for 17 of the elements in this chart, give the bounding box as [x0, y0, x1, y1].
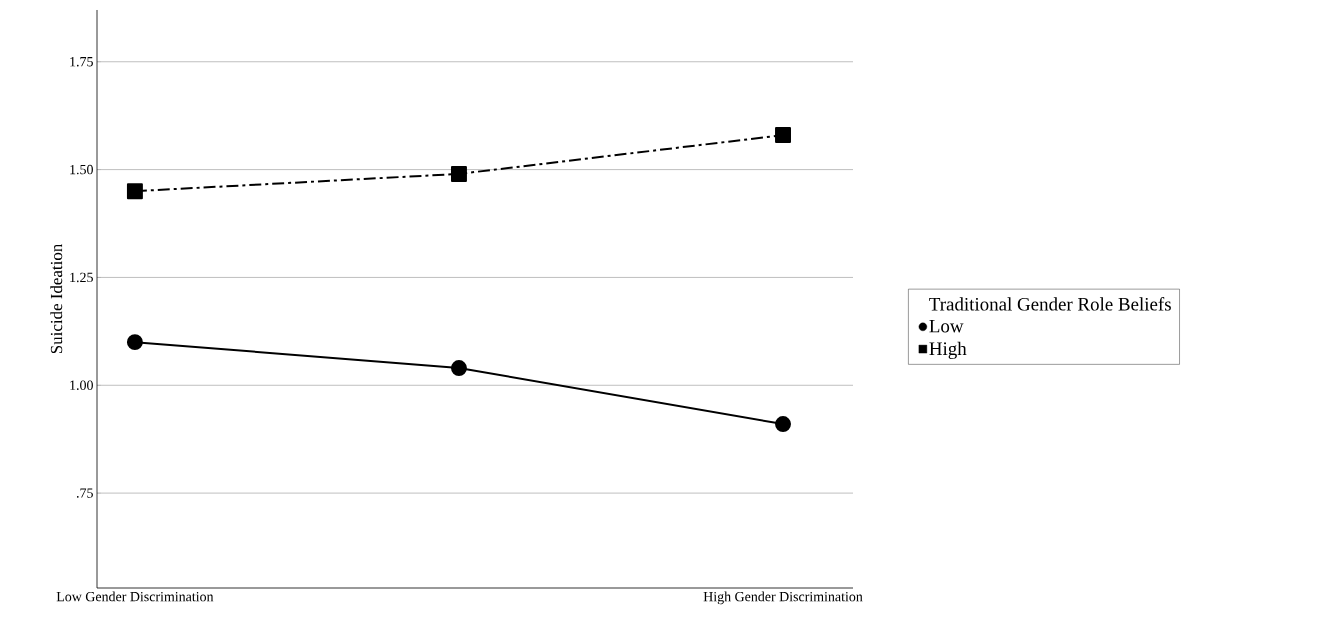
y-tick-label: 1.75 — [70, 57, 93, 67]
x-tick-label: Low Gender Discrimination — [56, 591, 214, 602]
x-tick-label: High Gender Discrimination — [703, 591, 863, 605]
y-tick-label: 1.00 — [70, 380, 93, 391]
legend-label: Low — [929, 319, 964, 333]
y-tick-label: 1.25 — [70, 272, 93, 283]
y-tick-label: 1.50 — [70, 164, 93, 175]
point — [775, 416, 791, 433]
point — [126, 183, 143, 200]
point — [450, 360, 467, 376]
point — [775, 127, 791, 144]
y-axis-title: Suicide Ideation — [50, 243, 63, 354]
legend-label: High — [929, 341, 967, 359]
point — [450, 165, 467, 182]
legend-title: Traditional Gender Role Beliefs — [929, 297, 1171, 311]
y-tick-label: .75 — [76, 488, 93, 498]
point — [126, 334, 143, 351]
